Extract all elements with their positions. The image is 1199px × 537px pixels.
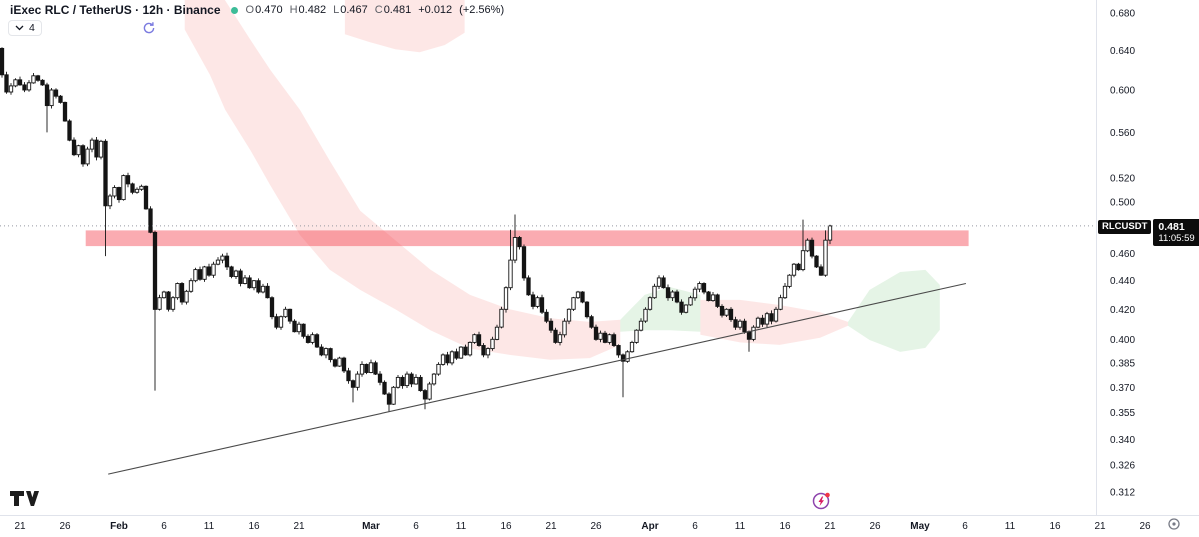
time-tick: 6 — [413, 521, 419, 532]
price-tick: 0.440 — [1110, 276, 1135, 287]
time-tick: 26 — [590, 521, 602, 532]
price-tick: 0.400 — [1110, 335, 1135, 346]
price-tick: 0.680 — [1110, 9, 1135, 20]
time-tick: 26 — [59, 521, 71, 532]
time-tick: Mar — [362, 521, 380, 532]
high-value: 0.482 — [298, 4, 327, 16]
tradingview-logo[interactable] — [10, 490, 40, 512]
open-value: 0.470 — [255, 4, 283, 16]
lightning-bolt-icon — [812, 492, 830, 510]
symbol-header: iExec RLC / TetherUS · 12h · Binance O 0.… — [10, 3, 504, 17]
gear-icon — [1168, 518, 1180, 530]
price-tick: 0.640 — [1110, 46, 1135, 57]
price-tick: 0.460 — [1110, 249, 1135, 260]
change-absolute: +0.012 — [418, 4, 453, 16]
indicators-collapse-button[interactable]: 4 — [8, 20, 42, 36]
last-price-label: RLCUSDT 0.481 11:05:59 — [1098, 219, 1199, 246]
time-tick: Apr — [641, 521, 658, 532]
low-label: L — [333, 4, 340, 16]
time-tick: 26 — [869, 521, 881, 532]
price-tick: 0.385 — [1110, 358, 1135, 369]
trendline[interactable] — [108, 282, 967, 475]
time-tick: 6 — [161, 521, 167, 532]
time-tick: 11 — [1005, 521, 1016, 532]
price-tick: 0.370 — [1110, 383, 1135, 394]
refresh-icon — [143, 22, 155, 34]
time-tick: 6 — [962, 521, 968, 532]
price-tick: 0.420 — [1110, 305, 1135, 316]
time-tick: 16 — [500, 521, 512, 532]
sync-button[interactable] — [142, 21, 156, 40]
cloud-green — [848, 269, 940, 352]
time-tick: 21 — [545, 521, 557, 532]
time-tick: 16 — [248, 521, 260, 532]
symbol-title[interactable]: iExec RLC / TetherUS · 12h · Binance — [10, 3, 221, 17]
price-tick: 0.520 — [1110, 174, 1135, 185]
resistance-zone[interactable] — [85, 230, 969, 247]
cloud-red — [700, 299, 848, 345]
price-tick: 0.340 — [1110, 435, 1135, 446]
price-tick: 0.500 — [1110, 198, 1135, 209]
high-label: H — [289, 4, 298, 16]
price-label-countdown: 11:05:59 — [1158, 233, 1195, 244]
price-tick: 0.312 — [1110, 488, 1135, 499]
close-label: C — [374, 4, 383, 16]
chevron-down-icon — [15, 25, 24, 31]
flash-events-button[interactable] — [810, 489, 834, 518]
open-label: O — [245, 4, 255, 16]
time-tick: 21 — [1094, 521, 1106, 532]
time-tick: 21 — [293, 521, 305, 532]
low-value: 0.467 — [340, 4, 368, 16]
tradingview-logo-icon — [10, 491, 39, 506]
price-label-symbol: RLCUSDT — [1098, 220, 1152, 234]
time-tick: 16 — [779, 521, 791, 532]
cloud-red — [344, 0, 465, 53]
price-tick: 0.326 — [1110, 461, 1135, 472]
time-tick: 26 — [1139, 521, 1151, 532]
axis-settings-button[interactable] — [1166, 516, 1182, 537]
time-tick: Feb — [110, 521, 128, 532]
price-label-value: 0.481 — [1158, 221, 1185, 233]
change-percent: (+2.56%) — [459, 4, 505, 16]
price-tick: 0.560 — [1110, 128, 1135, 139]
close-value: 0.481 — [383, 4, 412, 16]
indicators-count: 4 — [29, 22, 35, 34]
price-tick: 0.355 — [1110, 408, 1135, 419]
cloud-red — [184, 0, 621, 360]
time-tick: 21 — [824, 521, 836, 532]
ohlc-readout: O 0.470 H 0.482 L 0.467 C 0.481 +0.012 (+2.5… — [246, 4, 505, 16]
time-tick: 11 — [456, 521, 467, 532]
time-tick: 21 — [14, 521, 26, 532]
cloud-green — [620, 287, 701, 332]
time-tick: 6 — [692, 521, 698, 532]
price-tick: 0.600 — [1110, 86, 1135, 97]
price-axis[interactable]: 0.680 0.640 0.600 0.560 0.520 0.500 0.460 0.440… — [1110, 9, 1135, 499]
time-tick: 16 — [1049, 521, 1061, 532]
market-status-dot — [230, 6, 238, 14]
time-tick: 11 — [204, 521, 215, 532]
time-axis[interactable]: 21 26 Feb 6 11 16 21 Mar 6 11 16 21 26 Apr 6 11 16 21 26 Ma… — [14, 521, 1151, 532]
time-tick: May — [910, 521, 930, 532]
candlestick-series — [0, 47, 833, 412]
time-tick: 11 — [735, 521, 746, 532]
